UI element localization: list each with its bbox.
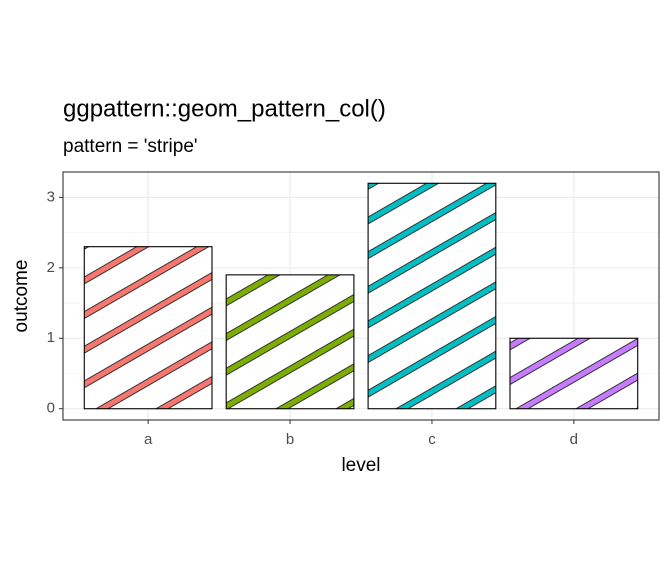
x-tick-label: c <box>428 431 436 448</box>
x-axis-label: level <box>341 455 380 476</box>
y-tick-label: 3 <box>47 188 55 205</box>
x-tick-label: a <box>144 431 153 448</box>
chart-subtitle: pattern = 'stripe' <box>63 136 198 157</box>
bar <box>367 182 497 410</box>
bar <box>83 246 213 410</box>
x-tick-label: b <box>286 431 294 448</box>
panel-border <box>62 171 660 421</box>
y-tick-label: 2 <box>47 259 55 276</box>
y-axis-label: outcome <box>11 260 32 333</box>
x-tick-label: d <box>570 431 578 448</box>
y-tick-label: 0 <box>47 400 55 417</box>
chart-title: ggpattern::geom_pattern_col() <box>63 95 386 122</box>
y-tick-label: 1 <box>47 329 55 346</box>
bar <box>509 337 639 410</box>
bar <box>225 274 355 410</box>
